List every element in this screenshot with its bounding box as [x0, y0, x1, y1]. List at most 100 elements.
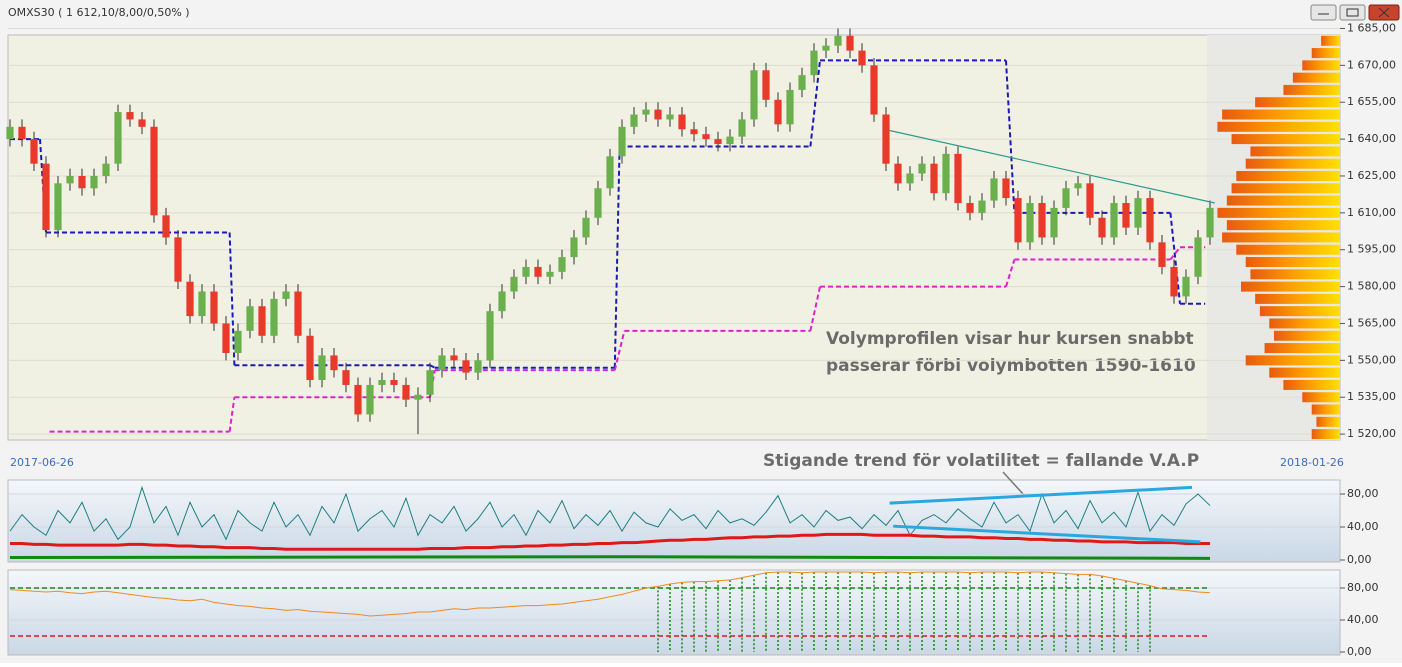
candle-body [798, 75, 806, 90]
candle-body [1062, 188, 1070, 208]
candle-body [510, 276, 518, 292]
y-tick-label: 1 520,00 [1347, 427, 1396, 440]
volume-profile-bar [1283, 379, 1340, 390]
y-tick-label: 1 625,00 [1347, 169, 1396, 182]
volume-profile-bar [1255, 97, 1340, 108]
candle-body [1098, 217, 1106, 238]
candle-body [54, 183, 62, 231]
volume-profile-bar [1236, 170, 1340, 181]
candle-body [606, 156, 614, 189]
candle-body [666, 114, 674, 120]
y-tick-label: 1 580,00 [1347, 280, 1396, 293]
level-connector [1005, 259, 1016, 287]
candle-body [30, 139, 38, 164]
candle-body [186, 281, 194, 317]
candle-body [954, 153, 962, 204]
volume-profile-bar [1274, 330, 1340, 341]
candle-body [438, 355, 446, 371]
candle-body [1158, 242, 1166, 267]
candle-body [1146, 198, 1154, 243]
annotation: passerar förbi volymbotten 1590-1610 [826, 356, 1196, 376]
candle-body [402, 384, 410, 400]
volume-profile-bar [1245, 355, 1340, 366]
end-date: 2018-01-26 [1280, 456, 1344, 469]
volume-profile-bar [1269, 367, 1340, 378]
volume-profile-bar [1245, 257, 1340, 268]
y-tick-label: 1 565,00 [1347, 316, 1396, 329]
y-tick-label: 1 595,00 [1347, 243, 1396, 256]
candle-body [162, 215, 170, 238]
candle-body [1170, 266, 1178, 297]
candle-body [594, 188, 602, 218]
candle-body [990, 178, 998, 201]
candle-body [150, 126, 158, 216]
volume-profile-bar [1217, 121, 1340, 132]
window-buttons[interactable] [1310, 4, 1400, 21]
candle-body [426, 370, 434, 395]
candle-body [210, 291, 218, 324]
candle-body [1074, 183, 1082, 189]
minimize-button[interactable] [1310, 4, 1337, 21]
series-line [9, 555, 1211, 560]
y-tick-label: 1 610,00 [1347, 206, 1396, 219]
y-tick-label: 80,00 [1347, 581, 1379, 594]
volume-profile-bar [1302, 60, 1340, 71]
volume-profile-bar [1226, 220, 1340, 231]
series-line [9, 571, 1211, 617]
volume-profile-bar [1311, 404, 1340, 415]
y-tick-label: 0,00 [1347, 553, 1372, 566]
level-connector [809, 60, 821, 147]
trend-line [893, 524, 1201, 544]
candle-body [906, 173, 914, 184]
y-tick-label: 1 655,00 [1347, 95, 1396, 108]
candle-body [378, 380, 386, 385]
y-tick-label: 1 640,00 [1347, 132, 1396, 145]
candle-body [474, 360, 482, 373]
candle-body [306, 335, 314, 381]
y-tick-label: 0,00 [1347, 645, 1372, 658]
candle-body [822, 45, 830, 51]
candle-body [834, 35, 842, 46]
candle-body [738, 119, 746, 137]
level-connector [228, 232, 236, 366]
candle-body [858, 50, 866, 66]
candle-body [558, 257, 566, 272]
candle-body [618, 126, 626, 157]
candle-body [138, 119, 146, 127]
candle-body [126, 112, 134, 120]
candle-body [522, 266, 530, 277]
annotation: Stigande trend för volatilitet = falland… [763, 451, 1199, 471]
y-tick-label: 80,00 [1347, 487, 1379, 500]
candle-body [846, 35, 854, 51]
volume-profile-bar [1222, 109, 1340, 120]
trend-line [889, 129, 1215, 204]
candle-body [354, 384, 362, 415]
candle-body [630, 114, 638, 127]
candle-body [966, 203, 974, 213]
candle-body [774, 99, 782, 125]
level-connector [613, 146, 621, 368]
candle-body [654, 109, 662, 120]
volume-profile-bar [1311, 429, 1340, 440]
volume-profile-bar [1259, 306, 1340, 317]
volume-profile-bar [1217, 207, 1340, 218]
maximize-button[interactable] [1339, 4, 1366, 21]
oscillator-panel [7, 569, 1341, 656]
candle-body [114, 112, 122, 164]
volume-profile-bar [1283, 84, 1340, 95]
candle-body [534, 266, 542, 277]
level-connector [429, 364, 436, 369]
annotation-arrow [1002, 471, 1025, 496]
candle-body [570, 237, 578, 258]
candle-body [330, 355, 338, 371]
y-tick-label: 1 535,00 [1347, 390, 1396, 403]
candle-body [414, 394, 422, 400]
candle-body [1134, 198, 1142, 228]
button-icons [1318, 7, 1390, 18]
volume-profile-bar [1292, 72, 1340, 83]
candle-body [1206, 207, 1214, 238]
candle-body [882, 114, 890, 164]
level-connector [228, 397, 236, 432]
candle-body [486, 311, 494, 361]
